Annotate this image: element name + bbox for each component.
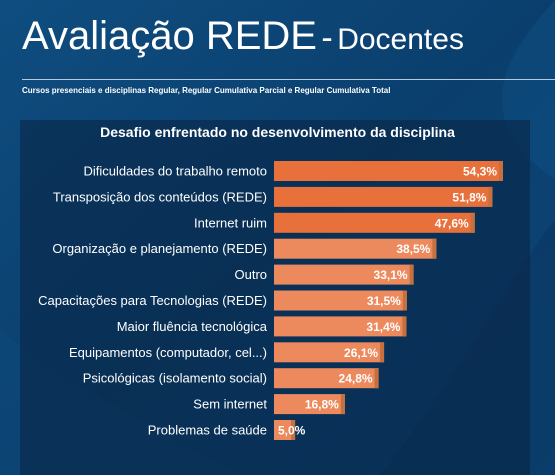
value-label: 54,3% xyxy=(463,165,497,179)
value-label: 16,8% xyxy=(305,398,339,412)
bar-group: Dificuldades do trabalho remoto 54,3% xyxy=(83,161,503,181)
category-label: Problemas de saúde xyxy=(148,423,267,438)
bar[interactable] xyxy=(274,186,493,207)
bar-group: Psicológicas (isolamento social) 24,8% xyxy=(83,368,379,389)
bar-edge xyxy=(499,161,503,181)
category-label: Equipamentos (computador, cel...) xyxy=(69,345,267,360)
category-label: Maior fluência tecnológica xyxy=(117,319,268,334)
page-subtitle: Cursos presenciais e disciplinas Regular… xyxy=(22,86,391,95)
bar[interactable] xyxy=(274,264,414,285)
bar-group: Internet ruim 47,6% xyxy=(194,212,475,233)
category-label: Transposição dos conteúdos (REDE) xyxy=(53,189,267,204)
bar[interactable] xyxy=(274,368,379,389)
category-label: Sem internet xyxy=(193,397,267,412)
value-label: 31,5% xyxy=(367,294,401,308)
bar-edge xyxy=(291,420,296,440)
category-label: Outro xyxy=(234,267,267,282)
bar-edge xyxy=(409,264,414,285)
bar[interactable] xyxy=(274,342,385,363)
page-title-sub: Docentes xyxy=(337,23,464,56)
bar[interactable] xyxy=(274,316,407,337)
title-divider xyxy=(22,79,555,80)
value-label: 51,8% xyxy=(452,190,486,204)
bar[interactable] xyxy=(274,394,345,415)
page-title-main: Avaliação REDE xyxy=(22,14,317,58)
value-label: 24,8% xyxy=(339,372,373,386)
bar-group: Transposição dos conteúdos (REDE) 51,8% xyxy=(53,186,493,207)
page-title: Avaliação REDE - Docentes xyxy=(22,16,464,56)
value-label: 47,6% xyxy=(435,216,469,230)
bar-edge xyxy=(470,212,475,233)
bar[interactable] xyxy=(274,420,296,440)
bar-group: Organização e planejamento (REDE) 38,5% xyxy=(52,238,437,259)
bar-edge xyxy=(374,368,379,389)
bar-group: Outro 33,1% xyxy=(234,264,414,285)
bar[interactable] xyxy=(274,161,503,181)
bar-edge xyxy=(402,290,407,311)
bar-edge xyxy=(488,186,493,207)
category-label: Dificuldades do trabalho remoto xyxy=(83,164,267,179)
bar-group: Problemas de saúde 5,0% xyxy=(148,420,306,440)
value-label: 38,5% xyxy=(396,242,430,256)
chart-title: Desafio enfrentado no desenvolvimento da… xyxy=(100,124,455,140)
category-label: Internet ruim xyxy=(194,215,267,230)
value-label: 5,0% xyxy=(278,424,306,438)
bar[interactable] xyxy=(274,212,475,233)
bar-group: Equipamentos (computador, cel...) 26,1% xyxy=(69,342,385,363)
bar-edge xyxy=(380,342,385,363)
bar-group: Maior fluência tecnológica 31,4% xyxy=(117,316,407,337)
value-label: 26,1% xyxy=(344,346,378,360)
value-label: 31,4% xyxy=(366,320,400,334)
category-label: Psicológicas (isolamento social) xyxy=(83,371,267,386)
bar[interactable] xyxy=(274,238,437,259)
bar-edge xyxy=(432,238,437,259)
value-label: 33,1% xyxy=(374,268,408,282)
bar-edge xyxy=(402,316,407,337)
bar-group: Sem internet 16,8% xyxy=(193,394,345,415)
bar-edge xyxy=(340,394,345,415)
page-title-separator: - xyxy=(321,19,333,57)
category-label: Capacitações para Tecnologias (REDE) xyxy=(38,293,267,308)
category-label: Organização e planejamento (REDE) xyxy=(52,241,267,256)
bar-group: Capacitações para Tecnologias (REDE) 31,5… xyxy=(38,290,407,311)
bar[interactable] xyxy=(274,290,407,311)
